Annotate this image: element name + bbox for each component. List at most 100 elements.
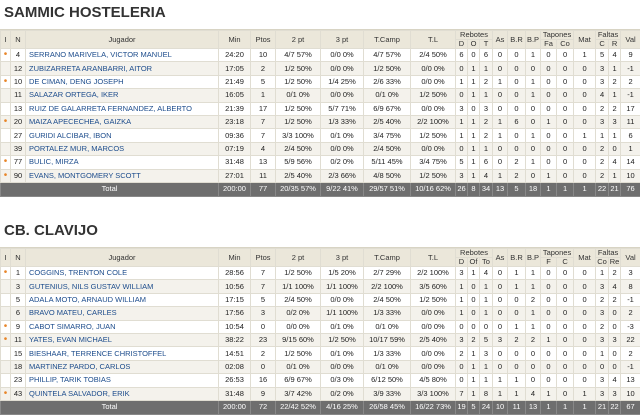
stat-cell: 2: [525, 292, 542, 308]
stat-cell: 1: [492, 74, 509, 90]
stat-cell: 0: [556, 155, 575, 170]
total-cell: 26: [455, 181, 468, 197]
stat-cell: 1/1 100%: [320, 279, 364, 294]
team-title: CB. CLAVIJO: [0, 218, 640, 248]
stat-cell: 1: [492, 128, 509, 143]
player-name[interactable]: CABOT SIMARRO, JUAN: [25, 319, 219, 334]
stat-cell: 1: [455, 292, 468, 308]
total-cell: 22: [608, 399, 622, 415]
stat-cell: 0: [573, 319, 597, 334]
total-cell: 1: [540, 181, 558, 197]
player-name[interactable]: DE CIMAN, DENG JOSEPH: [25, 74, 219, 90]
stat-cell: 0: [573, 279, 597, 294]
stat-cell: 3/7 42%: [275, 386, 321, 401]
stat-cell: 0: [507, 61, 527, 76]
column-subheader: F: [540, 257, 558, 267]
player-name[interactable]: EVANS, MONTGOMERY SCOTT: [25, 168, 219, 183]
stat-cell: 2: [478, 114, 494, 130]
stat-cell: 23:18: [218, 114, 251, 130]
stat-cell: 1/4 25%: [320, 74, 364, 90]
player-row: 23 PHILLIP, TARIK TOBIAS 26:53 16 6/9 67% 0/3…: [0, 373, 640, 388]
player-name[interactable]: YATES, EVAN MICHAEL: [25, 332, 219, 348]
player-row: 12 ZUBIZARRETA ARANBARRI, AITOR 17:05 2 1/2 …: [0, 61, 640, 76]
stat-cell: 10: [250, 47, 276, 63]
stat-cell: 31:48: [218, 155, 251, 170]
player-name[interactable]: BRAVO MATEU, CARLES: [25, 306, 219, 321]
stat-cell: 1: [595, 346, 610, 361]
total-cell: 1: [556, 181, 575, 197]
total-cell: 22/42 52%: [275, 399, 321, 415]
column-header: Rebotes: [454, 248, 494, 258]
player-name[interactable]: RUIZ DE GALARRETA FERNANDEZ, ALBERTO: [25, 101, 219, 116]
stat-cell: 43: [10, 386, 26, 401]
stat-cell: 3/3 100%: [275, 128, 321, 143]
stat-cell: 9: [10, 319, 26, 334]
player-name[interactable]: ZUBIZARRETA ARANBARRI, AITOR: [25, 61, 219, 76]
player-name[interactable]: BULIC, MIRZA: [25, 155, 219, 170]
stat-cell: 3: [10, 279, 26, 294]
stat-cell: 1: [595, 128, 610, 143]
player-name[interactable]: COGGINS, TRENTON COLE: [25, 265, 219, 281]
player-name[interactable]: SERRANO MARIVELA, VICTOR MANUEL: [25, 47, 219, 63]
stat-cell: 5: [478, 332, 494, 348]
team-section: SAMMIC HOSTELERIA I N Jugador Min Ptos 2 pt 3 p…: [0, 0, 640, 197]
player-name[interactable]: GUTENIUS, NILS GUSTAV WILLIAM: [25, 279, 219, 294]
player-name[interactable]: GURIDI ALCIBAR, IBON: [25, 128, 219, 143]
stat-cell: 6/9 67%: [275, 373, 321, 388]
player-name[interactable]: MARTINEZ PARDO, CARLOS: [25, 359, 219, 375]
stat-cell: 0: [556, 128, 575, 143]
stat-cell: 28:56: [218, 265, 251, 281]
stat-cell: 0: [556, 265, 575, 281]
team-title: SAMMIC HOSTELERIA: [0, 0, 640, 30]
starter-dot: •: [0, 265, 11, 281]
total-cell: 67: [620, 399, 640, 415]
stat-cell: 3: [595, 279, 610, 294]
stat-cell: 10: [620, 386, 640, 401]
empty-cell: [0, 101, 11, 116]
stat-cell: 3: [595, 61, 610, 76]
stat-cell: 1: [455, 279, 468, 294]
stat-cell: 38:22: [218, 332, 251, 348]
column-header: Tapones: [540, 30, 575, 40]
stat-cell: 4: [10, 47, 26, 63]
column-header: N: [10, 30, 26, 49]
player-name[interactable]: PORTALEZ MUR, MARCOS: [25, 141, 219, 157]
total-cell: 16/22 73%: [410, 399, 456, 415]
stat-cell: 0: [556, 346, 575, 361]
stat-cell: 2/4 50%: [275, 292, 321, 308]
column-subheader: Fa: [540, 39, 558, 49]
player-name[interactable]: MAIZA APECECHEA, GAIZKA: [25, 114, 219, 130]
stat-cell: 1/2 50%: [363, 61, 411, 76]
player-name[interactable]: BIESHAAR, TERRENCE CHRISTOFFEL: [25, 346, 219, 361]
stat-cell: 0/0 0%: [320, 88, 364, 103]
player-name[interactable]: ADALA MOTO, ARNAUD WILLIAM: [25, 292, 219, 308]
stat-cell: 6/12 50%: [363, 373, 411, 388]
total-cell: 200:00: [218, 399, 251, 415]
stat-cell: 1: [525, 128, 542, 143]
empty-cell: [0, 141, 11, 157]
stat-cell: 0/1 0%: [275, 88, 321, 103]
stat-cell: 1: [467, 265, 480, 281]
column-header: B.P: [525, 248, 542, 267]
player-name[interactable]: QUINTELA SALVADOR, ERIK: [25, 386, 219, 401]
stat-cell: 0: [507, 47, 527, 63]
column-header: Faltas: [595, 248, 622, 258]
stat-cell: 0: [540, 265, 558, 281]
stat-cell: 0/0 0%: [410, 141, 456, 157]
stat-cell: 1: [478, 61, 494, 76]
total-cell: 34: [478, 181, 494, 197]
stat-cell: 15: [10, 346, 26, 361]
total-cell: 8: [467, 181, 480, 197]
total-cell: 26/58 45%: [363, 399, 411, 415]
header-row: I N Jugador Min Ptos 2 pt 3 pt T.Camp T.L Rebotes…: [0, 248, 640, 267]
player-name[interactable]: PHILLIP, TARIK TOBIAS: [25, 373, 219, 388]
stat-cell: 2: [595, 319, 610, 334]
player-name[interactable]: SALAZAR ORTEGA, IKER: [25, 88, 219, 103]
stat-cell: 0: [492, 61, 509, 76]
column-subheader: O: [467, 39, 480, 49]
stat-cell: 1: [467, 386, 480, 401]
stat-cell: 1: [573, 386, 597, 401]
stat-cell: 2/6 33%: [363, 74, 411, 90]
stat-cell: 0: [540, 88, 558, 103]
stat-cell: 0: [507, 292, 527, 308]
